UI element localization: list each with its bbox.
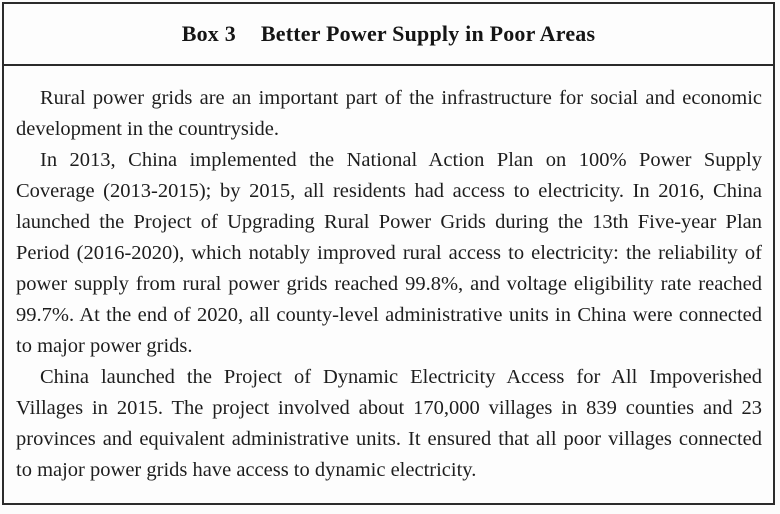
box-body: Rural power grids are an important part … bbox=[4, 66, 773, 486]
box-header: Box 3 Better Power Supply in Poor Areas bbox=[4, 4, 773, 66]
box-title: Better Power Supply in Poor Areas bbox=[260, 21, 596, 46]
paragraph-rural-grids: Rural power grids are an important part … bbox=[16, 87, 762, 140]
box-3-container: Box 3 Better Power Supply in Poor Areas … bbox=[2, 2, 775, 505]
paragraph-power-supply-coverage: In 2013, China implemented the National … bbox=[16, 149, 762, 357]
paragraph-dynamic-electricity-access: China launched the Project of Dynamic El… bbox=[16, 366, 762, 481]
box-number-label: Box 3 bbox=[181, 21, 236, 46]
